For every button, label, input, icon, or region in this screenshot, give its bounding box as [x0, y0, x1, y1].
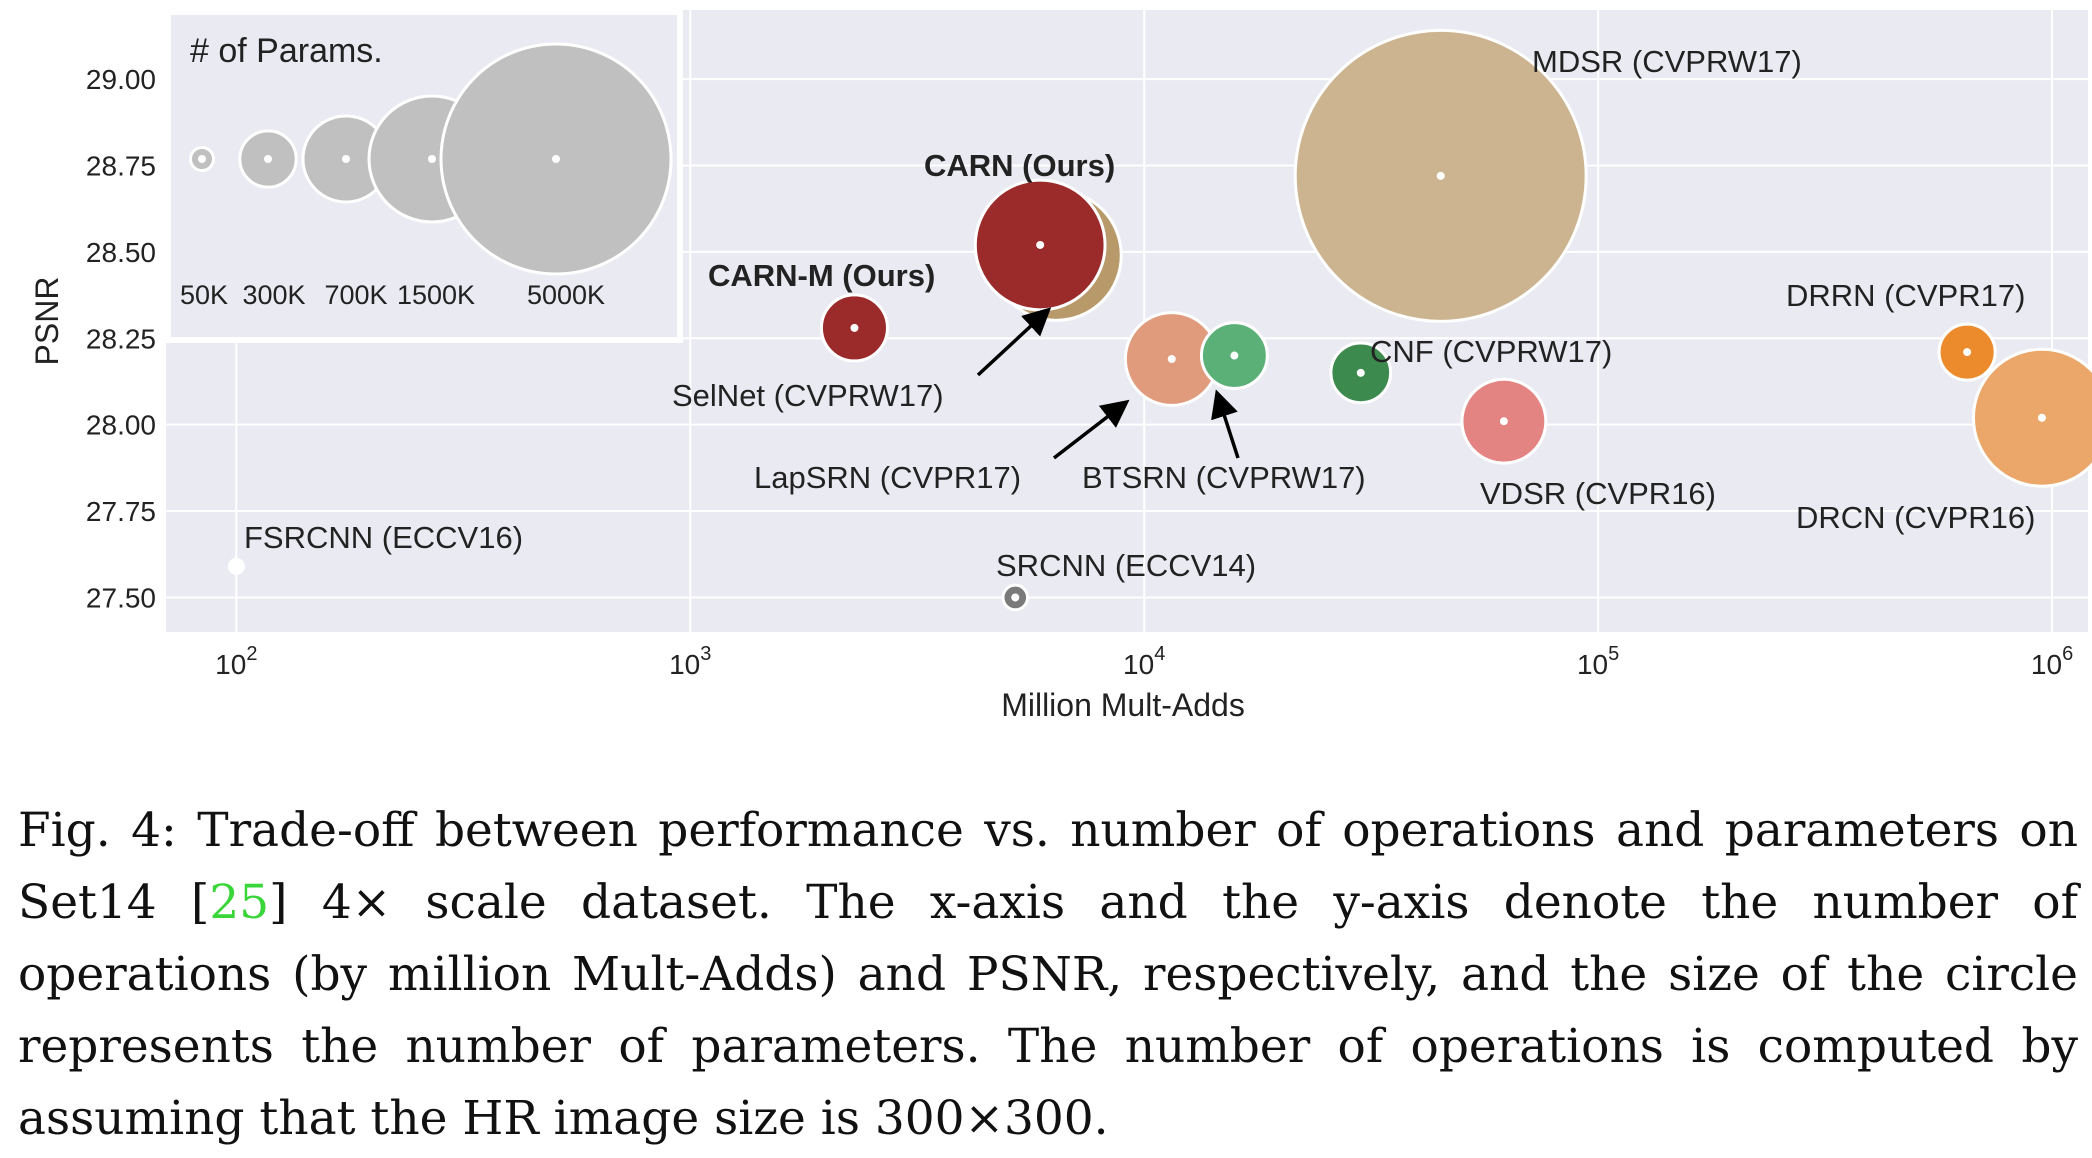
y-tick-label: 27.75: [86, 496, 156, 527]
caption-reference-link[interactable]: 25: [209, 875, 270, 930]
figure-caption: Fig. 4: Trade-off between performance vs…: [18, 795, 2078, 1155]
x-tick-label: 103: [669, 643, 711, 680]
point-label: LapSRN (CVPR17): [754, 460, 1021, 495]
data-point-center: [1356, 368, 1365, 377]
legend-label: 5000K: [527, 280, 605, 310]
y-tick-label: 28.25: [86, 323, 156, 354]
point-label: VDSR (CVPR16): [1480, 476, 1716, 511]
point-label: CARN (Ours): [924, 148, 1115, 183]
point-label: CNF (CVPRW17): [1370, 334, 1612, 369]
point-label: DRCN (CVPR16): [1796, 500, 2035, 535]
x-tick-label: 105: [1577, 643, 1619, 680]
data-point-center: [1167, 355, 1176, 364]
legend: # of Params. 50K 300K 700K 1500K 5000K: [165, 9, 683, 343]
y-axis-label: PSNR: [29, 277, 65, 366]
data-point-center: [1436, 171, 1445, 180]
caption-suffix: ] 4× scale dataset. The x-axis and the y…: [18, 875, 2078, 1146]
data-point-center: [1499, 417, 1508, 426]
point-label: MDSR (CVPRW17): [1532, 44, 1802, 79]
data-points: [227, 28, 2092, 612]
data-point-center: [2037, 413, 2046, 422]
data-point-center: [850, 323, 859, 332]
x-tick-label: 104: [1123, 643, 1165, 680]
point-label: SelNet (CVPRW17): [672, 378, 944, 413]
x-tick-label: 106: [2031, 643, 2073, 680]
legend-bubble-center: [552, 155, 560, 163]
legend-bubble-center: [264, 155, 272, 163]
caption-prefix: Fig. 4: Trade-off between performance vs…: [18, 803, 2078, 930]
x-axis-label: Million Mult-Adds: [1001, 687, 1245, 723]
data-point-center: [232, 562, 241, 571]
point-label: BTSRN (CVPRW17): [1082, 460, 1366, 495]
annotation-arrows: [976, 307, 1240, 460]
point-label: CARN-M (Ours): [708, 258, 935, 293]
data-point-center: [1963, 348, 1972, 357]
legend-label: 1500K: [397, 280, 475, 310]
data-point-center: [1011, 593, 1020, 602]
y-tick-label: 28.75: [86, 151, 156, 182]
legend-label: 50K: [180, 280, 228, 310]
x-tick-labels: 102 103 104 105 106: [215, 643, 2073, 680]
data-point: [1971, 347, 2092, 488]
point-label: SRCNN (ECCV14): [996, 548, 1256, 583]
point-label: FSRCNN (ECCV16): [244, 520, 523, 555]
legend-bubble-center: [342, 155, 350, 163]
y-tick-label: 28.50: [86, 237, 156, 268]
data-point-center: [1036, 240, 1045, 249]
annotation-arrow: [1211, 389, 1240, 459]
data-point-center: [1230, 351, 1239, 360]
annotation-arrow: [976, 307, 1052, 377]
x-tick-label: 102: [215, 643, 257, 680]
point-labels: FSRCNN (ECCV16) SRCNN (ECCV14) CARN-M (Our…: [244, 44, 2035, 583]
y-tick-label: 27.50: [86, 582, 156, 613]
scatter-chart: FSRCNN (ECCV16) SRCNN (ECCV14) CARN-M (Our…: [29, 9, 2092, 723]
y-tick-label: 29.00: [86, 64, 156, 95]
legend-label: 300K: [242, 280, 305, 310]
annotation-arrow: [1052, 399, 1130, 460]
point-label: DRRN (CVPR17): [1786, 278, 2025, 313]
legend-title: # of Params.: [190, 32, 383, 70]
legend-label: 700K: [324, 280, 387, 310]
legend-bubble-center: [198, 155, 206, 163]
y-tick-labels: 27.50 27.75 28.00 28.25 28.50 28.75 29.00: [86, 64, 156, 613]
legend-bubble-center: [428, 155, 436, 163]
y-tick-label: 28.00: [86, 410, 156, 441]
